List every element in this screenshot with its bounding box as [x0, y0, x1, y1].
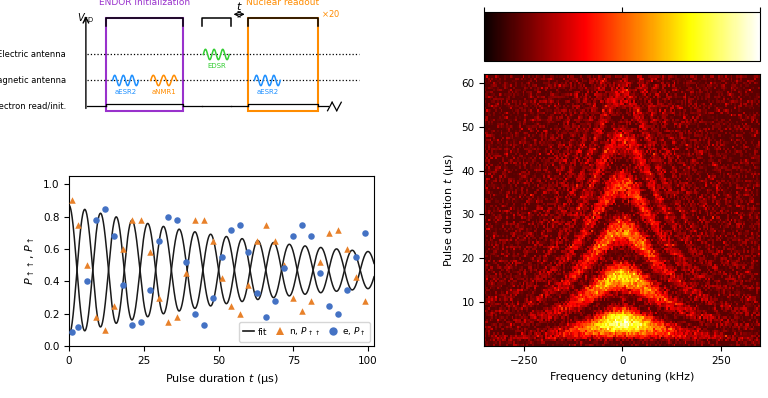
Legend: fit, n, $P_{\uparrow\uparrow}$, e, $P_{\uparrow}$: fit, n, $P_{\uparrow\uparrow}$, e, $P_{\… — [240, 322, 369, 342]
Point — [188, 311, 200, 317]
Bar — [106, 18, 184, 111]
Text: Magnetic antenna: Magnetic antenna — [0, 76, 66, 85]
Point — [296, 307, 309, 314]
Point — [161, 319, 174, 325]
Point — [233, 311, 246, 317]
Text: aNMR1: aNMR1 — [151, 90, 176, 96]
Point — [314, 259, 326, 265]
Point — [243, 281, 255, 288]
Point — [224, 302, 237, 309]
Point — [359, 230, 371, 236]
Text: Electric antenna: Electric antenna — [0, 50, 66, 59]
Point — [170, 314, 183, 320]
Text: $V_{\mathrm{FD}}$: $V_{\mathrm{FD}}$ — [78, 11, 94, 25]
Point — [144, 286, 156, 293]
Text: $t$: $t$ — [236, 0, 243, 12]
Point — [216, 254, 228, 260]
Point — [66, 197, 78, 204]
Point — [108, 302, 120, 309]
Point — [153, 295, 165, 301]
Point — [81, 262, 93, 268]
Point — [341, 286, 353, 293]
Point — [359, 298, 371, 304]
Y-axis label: Pulse duration $t$ (μs): Pulse duration $t$ (μs) — [442, 153, 456, 267]
Text: $\times 20$: $\times 20$ — [321, 8, 339, 19]
Point — [305, 233, 317, 239]
Point — [134, 217, 147, 223]
Point — [134, 319, 147, 325]
Point — [72, 324, 84, 330]
Point — [81, 278, 93, 285]
Text: Nuclear readout: Nuclear readout — [246, 0, 319, 7]
Point — [188, 217, 200, 223]
Point — [90, 217, 102, 223]
Point — [197, 322, 210, 328]
Point — [197, 217, 210, 223]
Point — [117, 281, 129, 288]
Point — [117, 246, 129, 252]
Point — [332, 311, 344, 317]
Y-axis label: $P_{\uparrow\uparrow}$, $P_{\uparrow}$: $P_{\uparrow\uparrow}$, $P_{\uparrow}$ — [24, 237, 38, 285]
Point — [296, 222, 309, 228]
Text: ENDOR initialization: ENDOR initialization — [99, 0, 190, 7]
Bar — [247, 18, 318, 111]
Point — [323, 302, 336, 309]
Point — [287, 295, 300, 301]
Point — [251, 290, 263, 296]
Text: Electron read/init.: Electron read/init. — [0, 102, 66, 111]
Point — [153, 238, 165, 244]
Point — [66, 328, 78, 335]
Point — [99, 205, 111, 212]
Point — [278, 265, 290, 272]
Point — [72, 222, 84, 228]
Point — [216, 275, 228, 281]
Point — [251, 238, 263, 244]
Point — [305, 298, 317, 304]
Point — [224, 226, 237, 233]
Point — [126, 217, 138, 223]
Point — [233, 222, 246, 228]
Point — [180, 259, 192, 265]
Point — [270, 298, 282, 304]
Point — [341, 246, 353, 252]
Point — [207, 238, 219, 244]
X-axis label: Frequency detuning (kHz): Frequency detuning (kHz) — [550, 372, 694, 382]
Point — [260, 222, 273, 228]
Text: aESR2: aESR2 — [257, 90, 278, 96]
Point — [108, 233, 120, 239]
Point — [243, 249, 255, 256]
Point — [170, 217, 183, 223]
Text: EDSR: EDSR — [207, 63, 226, 70]
Point — [144, 249, 156, 256]
Point — [161, 213, 174, 220]
Text: aESR2: aESR2 — [114, 90, 137, 96]
Point — [332, 226, 344, 233]
Point — [350, 273, 362, 280]
Point — [99, 327, 111, 333]
Point — [180, 270, 192, 277]
Point — [278, 262, 290, 268]
Point — [260, 314, 273, 320]
Point — [323, 230, 336, 236]
Point — [126, 322, 138, 328]
X-axis label: Pulse duration $t$ (μs): Pulse duration $t$ (μs) — [164, 372, 279, 386]
Point — [90, 314, 102, 320]
Point — [314, 270, 326, 277]
Point — [287, 233, 300, 239]
Point — [207, 295, 219, 301]
Point — [270, 238, 282, 244]
Point — [350, 254, 362, 260]
